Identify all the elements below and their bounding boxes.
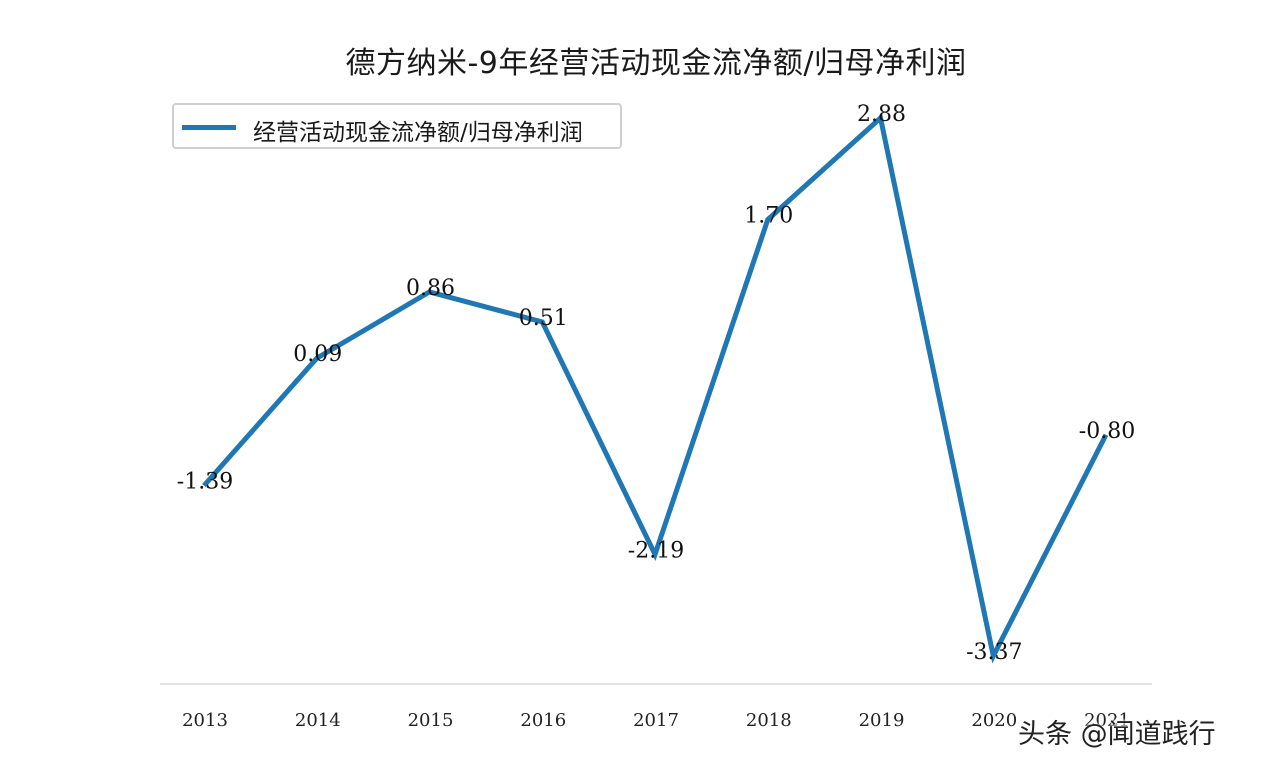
legend: 经营活动现金流净额/归母净利润 xyxy=(172,103,622,149)
value-labels: -1.39 0.09 0.86 0.51 -2.19 1.70 2.88 -3.37 -0.80 xyxy=(177,102,1135,665)
data-label: 2.88 xyxy=(857,102,906,127)
data-label: -2.19 xyxy=(628,538,684,563)
x-tick-label: 2017 xyxy=(633,710,679,731)
x-tick-label: 2013 xyxy=(182,710,228,731)
chart-title: 德方纳米-9年经营活动现金流净额/归母净利润 xyxy=(345,46,967,81)
x-tick-label: 2019 xyxy=(859,710,905,731)
data-label: 1.70 xyxy=(744,204,793,229)
data-label: 0.86 xyxy=(406,276,455,301)
x-tick-labels: 2013 2014 2015 2016 2017 2018 2019 2020 2021 xyxy=(182,710,1130,731)
series-line xyxy=(202,113,1109,664)
data-label: -1.39 xyxy=(177,470,233,495)
data-label: -3.37 xyxy=(966,640,1022,665)
x-tick-label: 2020 xyxy=(971,710,1017,731)
x-tick-label: 2018 xyxy=(746,710,792,731)
legend-label: 经营活动现金流净额/归母净利润 xyxy=(253,120,583,146)
x-tick-label: 2014 xyxy=(295,710,341,731)
x-tick-label: 2016 xyxy=(520,710,566,731)
x-tick-label: 2021 xyxy=(1084,710,1130,731)
data-label: 0.09 xyxy=(293,342,342,367)
x-tick-label: 2015 xyxy=(408,710,454,731)
legend-swatch xyxy=(182,125,236,130)
data-label: -0.80 xyxy=(1079,419,1135,444)
data-label: 0.51 xyxy=(519,306,568,331)
watermark: 头条 @闻道践行 xyxy=(1018,719,1216,750)
